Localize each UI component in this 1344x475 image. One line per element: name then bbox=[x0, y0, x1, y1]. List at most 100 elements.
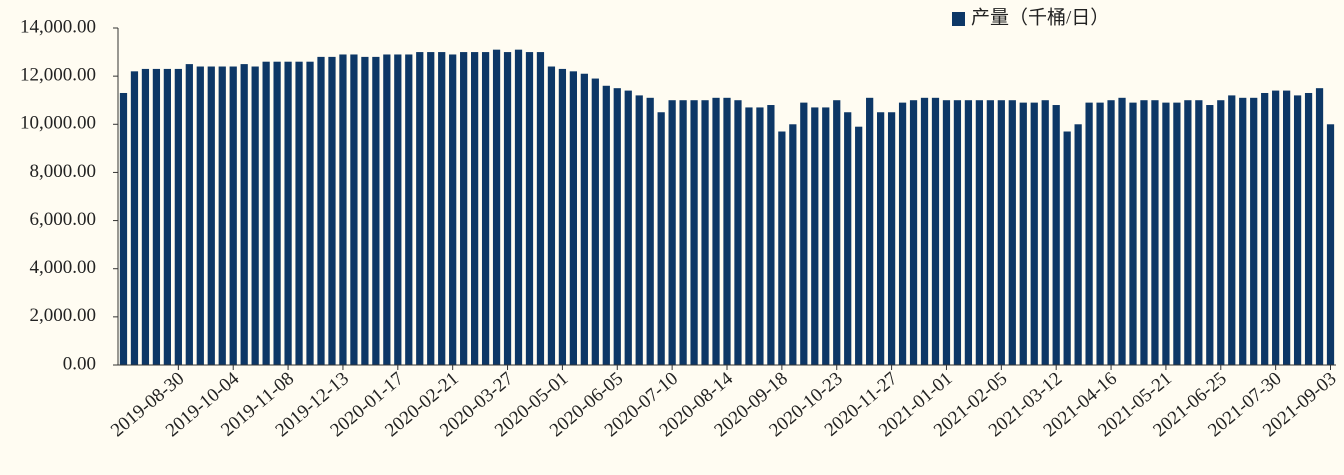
bar bbox=[877, 112, 885, 365]
bar bbox=[174, 68, 182, 366]
bar bbox=[273, 61, 281, 365]
bar bbox=[624, 90, 632, 365]
bar bbox=[1085, 102, 1093, 365]
y-tick-label: 14,000.00 bbox=[20, 16, 96, 37]
bar bbox=[394, 54, 402, 365]
bar bbox=[1239, 97, 1247, 366]
bar bbox=[789, 124, 797, 366]
bar bbox=[811, 107, 819, 365]
bar bbox=[734, 100, 742, 365]
bar bbox=[767, 105, 775, 366]
bar bbox=[986, 100, 994, 365]
bar bbox=[657, 112, 665, 365]
bar bbox=[372, 56, 380, 366]
bar bbox=[295, 61, 303, 365]
bar bbox=[416, 52, 424, 365]
bar bbox=[460, 52, 468, 365]
bar bbox=[942, 100, 951, 365]
bar bbox=[1019, 102, 1027, 365]
y-tick-label: 10,000.00 bbox=[20, 113, 96, 134]
bar bbox=[361, 56, 369, 366]
bar bbox=[1228, 95, 1236, 366]
bar bbox=[251, 66, 259, 365]
bar bbox=[1151, 100, 1159, 365]
bar bbox=[920, 97, 929, 366]
bar bbox=[427, 52, 435, 365]
bar bbox=[262, 61, 270, 365]
bar bbox=[1162, 102, 1170, 365]
bar bbox=[1041, 100, 1049, 365]
bar bbox=[613, 88, 621, 365]
bar bbox=[536, 52, 545, 365]
bar bbox=[1063, 131, 1071, 365]
bar bbox=[712, 97, 720, 366]
bar bbox=[1206, 105, 1214, 366]
bar bbox=[306, 61, 314, 365]
bar bbox=[756, 107, 764, 365]
bar bbox=[405, 54, 413, 365]
bar bbox=[449, 54, 457, 365]
bar bbox=[503, 52, 512, 365]
bar bbox=[152, 68, 161, 366]
bar bbox=[997, 100, 1005, 365]
bar bbox=[1184, 100, 1192, 365]
bar bbox=[163, 68, 171, 366]
bar bbox=[668, 100, 676, 365]
bar bbox=[855, 126, 863, 365]
bar bbox=[833, 100, 841, 365]
bar bbox=[591, 78, 599, 366]
bar bbox=[229, 66, 237, 365]
bar bbox=[492, 49, 501, 366]
bar bbox=[635, 95, 643, 366]
bar bbox=[525, 52, 534, 365]
bar bbox=[547, 66, 556, 365]
bar bbox=[1096, 102, 1104, 365]
bar bbox=[339, 54, 347, 365]
bar bbox=[646, 97, 654, 366]
bar bbox=[185, 64, 193, 365]
bar bbox=[1173, 102, 1181, 365]
bar bbox=[130, 71, 139, 365]
bar bbox=[964, 100, 973, 365]
bar bbox=[887, 112, 896, 365]
bar bbox=[898, 102, 907, 365]
bar bbox=[580, 73, 588, 365]
bar bbox=[1052, 105, 1060, 366]
bar bbox=[800, 102, 808, 365]
bar bbox=[953, 100, 962, 365]
y-tick-label: 12,000.00 bbox=[20, 65, 96, 86]
bar bbox=[1283, 90, 1291, 365]
bar bbox=[690, 100, 698, 365]
legend-label: 产量（千桶/日） bbox=[971, 6, 1109, 28]
bar bbox=[1074, 124, 1082, 366]
bar bbox=[207, 66, 215, 365]
bar bbox=[196, 66, 204, 365]
bar bbox=[866, 97, 874, 366]
bar bbox=[778, 131, 786, 365]
bar bbox=[1272, 90, 1280, 365]
bar bbox=[1250, 97, 1258, 366]
bar bbox=[471, 52, 479, 365]
y-tick-label: 0.00 bbox=[63, 353, 96, 374]
bar bbox=[558, 68, 567, 366]
bar bbox=[284, 61, 292, 365]
bar bbox=[931, 97, 940, 366]
bar bbox=[218, 66, 226, 365]
bar bbox=[481, 52, 490, 365]
bar bbox=[438, 52, 446, 365]
bar bbox=[909, 100, 918, 365]
bar bbox=[1118, 97, 1126, 366]
y-tick-label: 8,000.00 bbox=[30, 161, 97, 182]
bar bbox=[240, 64, 248, 365]
bar bbox=[141, 68, 150, 366]
bar bbox=[328, 56, 336, 366]
bar bbox=[1326, 124, 1335, 366]
bar bbox=[1217, 100, 1225, 365]
bar bbox=[1140, 100, 1148, 365]
y-tick-label: 6,000.00 bbox=[30, 209, 97, 230]
bar bbox=[822, 107, 830, 365]
bar bbox=[1261, 92, 1269, 365]
bar bbox=[1008, 100, 1016, 365]
legend-swatch bbox=[952, 12, 965, 26]
